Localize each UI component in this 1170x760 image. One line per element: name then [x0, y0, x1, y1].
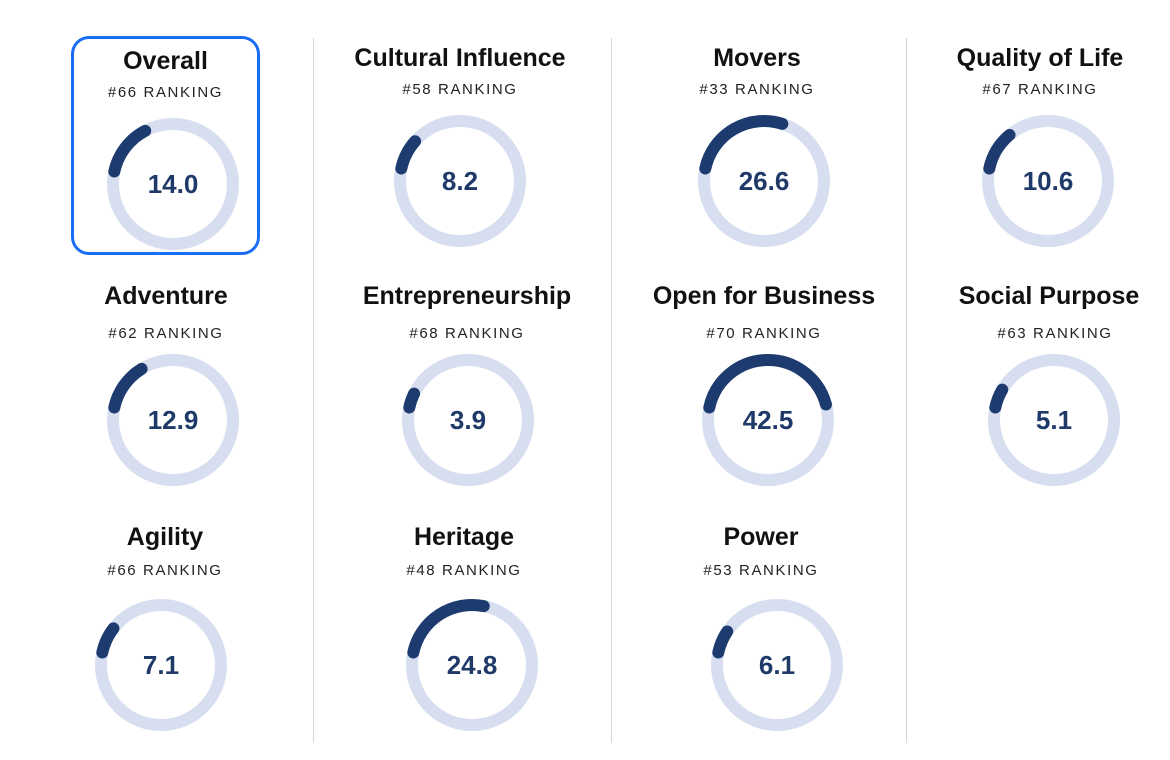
- score-gauge: 14.0: [101, 112, 245, 256]
- gauge-ring: [107, 354, 239, 486]
- gauge-arc: [712, 625, 734, 659]
- card-title: Cultural Influence: [354, 44, 566, 72]
- score-value: 10.6: [1022, 166, 1074, 196]
- gauge-ring: [702, 354, 834, 486]
- gauge-arc: [703, 354, 832, 414]
- card-social-purpose[interactable]: Social Purpose #63 RANKING 5.1: [936, 278, 1170, 508]
- card-open-for-business[interactable]: Open for Business #70 RANKING 42.5: [634, 278, 894, 508]
- score-gauge: 7.1: [89, 593, 233, 737]
- score-gauge: 3.9: [396, 348, 540, 492]
- score-value: 42.5: [742, 405, 794, 435]
- score-value: 8.2: [441, 166, 479, 196]
- score-gauge: 5.1: [982, 348, 1126, 492]
- card-ranking: #62 RANKING: [108, 325, 224, 342]
- gauge-ring: [698, 115, 830, 247]
- gauge-ring: [711, 599, 843, 731]
- gauge-arc: [699, 115, 789, 175]
- card-title: Heritage: [413, 523, 515, 551]
- gauge-track: [402, 354, 534, 486]
- column-divider: [611, 38, 612, 743]
- card-title: Entrepreneurship: [362, 282, 572, 310]
- card-adventure[interactable]: Adventure #62 RANKING 12.9: [36, 278, 296, 508]
- column-divider: [313, 38, 314, 743]
- card-title: Quality of Life: [956, 44, 1124, 72]
- card-quality-of-life[interactable]: Quality of Life #67 RANKING 10.6: [910, 38, 1170, 268]
- card-ranking: #48 RANKING: [406, 562, 522, 579]
- gauge-arc: [403, 387, 421, 414]
- card-title: Adventure: [104, 282, 228, 310]
- score-value: 5.1: [1035, 405, 1073, 435]
- gauge-arc: [407, 599, 490, 659]
- gauge-arc: [108, 124, 152, 178]
- card-title: Overall: [123, 47, 208, 75]
- card-entrepreneurship[interactable]: Entrepreneurship #68 RANKING 3.9: [337, 278, 597, 508]
- score-gauge: 12.9: [101, 348, 245, 492]
- gauge-arc: [989, 383, 1009, 414]
- card-power[interactable]: Power #53 RANKING 6.1: [631, 520, 891, 750]
- score-value: 7.1: [142, 650, 180, 680]
- gauge-ring: [95, 599, 227, 731]
- card-title: Movers: [713, 44, 801, 72]
- gauge-arc: [983, 128, 1016, 175]
- score-gauge: 8.2: [388, 109, 532, 253]
- gauge-arc: [395, 135, 422, 175]
- card-ranking: #70 RANKING: [706, 325, 822, 342]
- gauge-track: [711, 599, 843, 731]
- card-title: Agility: [126, 523, 204, 551]
- card-ranking: #33 RANKING: [699, 81, 815, 98]
- gauge-ring: [988, 354, 1120, 486]
- score-value: 12.9: [147, 405, 199, 435]
- score-value: 26.6: [738, 166, 790, 196]
- gauge-track: [982, 115, 1114, 247]
- gauge-arc: [108, 362, 148, 414]
- gauge-ring: [402, 354, 534, 486]
- score-gauge: 10.6: [976, 109, 1120, 253]
- score-gauge: 24.8: [400, 593, 544, 737]
- gauge-ring: [982, 115, 1114, 247]
- score-gauge: 42.5: [696, 348, 840, 492]
- gauge-track: [394, 115, 526, 247]
- gauge-track: [95, 599, 227, 731]
- gauge-track: [107, 354, 239, 486]
- card-ranking: #68 RANKING: [409, 325, 525, 342]
- gauge-arc: [96, 622, 120, 659]
- card-ranking: #67 RANKING: [982, 81, 1098, 98]
- card-ranking: #53 RANKING: [703, 562, 819, 579]
- card-title: Power: [723, 523, 799, 551]
- card-title: Open for Business: [652, 282, 876, 310]
- gauge-track: [107, 118, 239, 250]
- gauge-track: [988, 354, 1120, 486]
- card-ranking: #58 RANKING: [402, 81, 518, 98]
- score-gauge: 26.6: [692, 109, 836, 253]
- card-ranking: #63 RANKING: [997, 325, 1113, 342]
- card-overall[interactable]: Overall #66 RANKING 14.0: [71, 36, 260, 255]
- gauge-ring: [394, 115, 526, 247]
- card-ranking: #66 RANKING: [107, 562, 223, 579]
- card-heritage[interactable]: Heritage #48 RANKING 24.8: [334, 520, 594, 750]
- score-value: 14.0: [147, 169, 199, 199]
- score-value: 3.9: [449, 405, 487, 435]
- score-gauge: 6.1: [705, 593, 849, 737]
- card-ranking: #66 RANKING: [107, 84, 224, 101]
- column-divider: [906, 38, 907, 743]
- gauge-ring: [406, 599, 538, 731]
- card-agility[interactable]: Agility #66 RANKING 7.1: [35, 520, 295, 750]
- score-value: 24.8: [446, 650, 498, 680]
- card-title: Social Purpose: [958, 282, 1140, 310]
- gauge-ring: [107, 118, 239, 250]
- card-movers[interactable]: Movers #33 RANKING 26.6: [627, 38, 887, 268]
- card-cultural-influence[interactable]: Cultural Influence #58 RANKING 8.2: [330, 38, 590, 268]
- score-value: 6.1: [758, 650, 796, 680]
